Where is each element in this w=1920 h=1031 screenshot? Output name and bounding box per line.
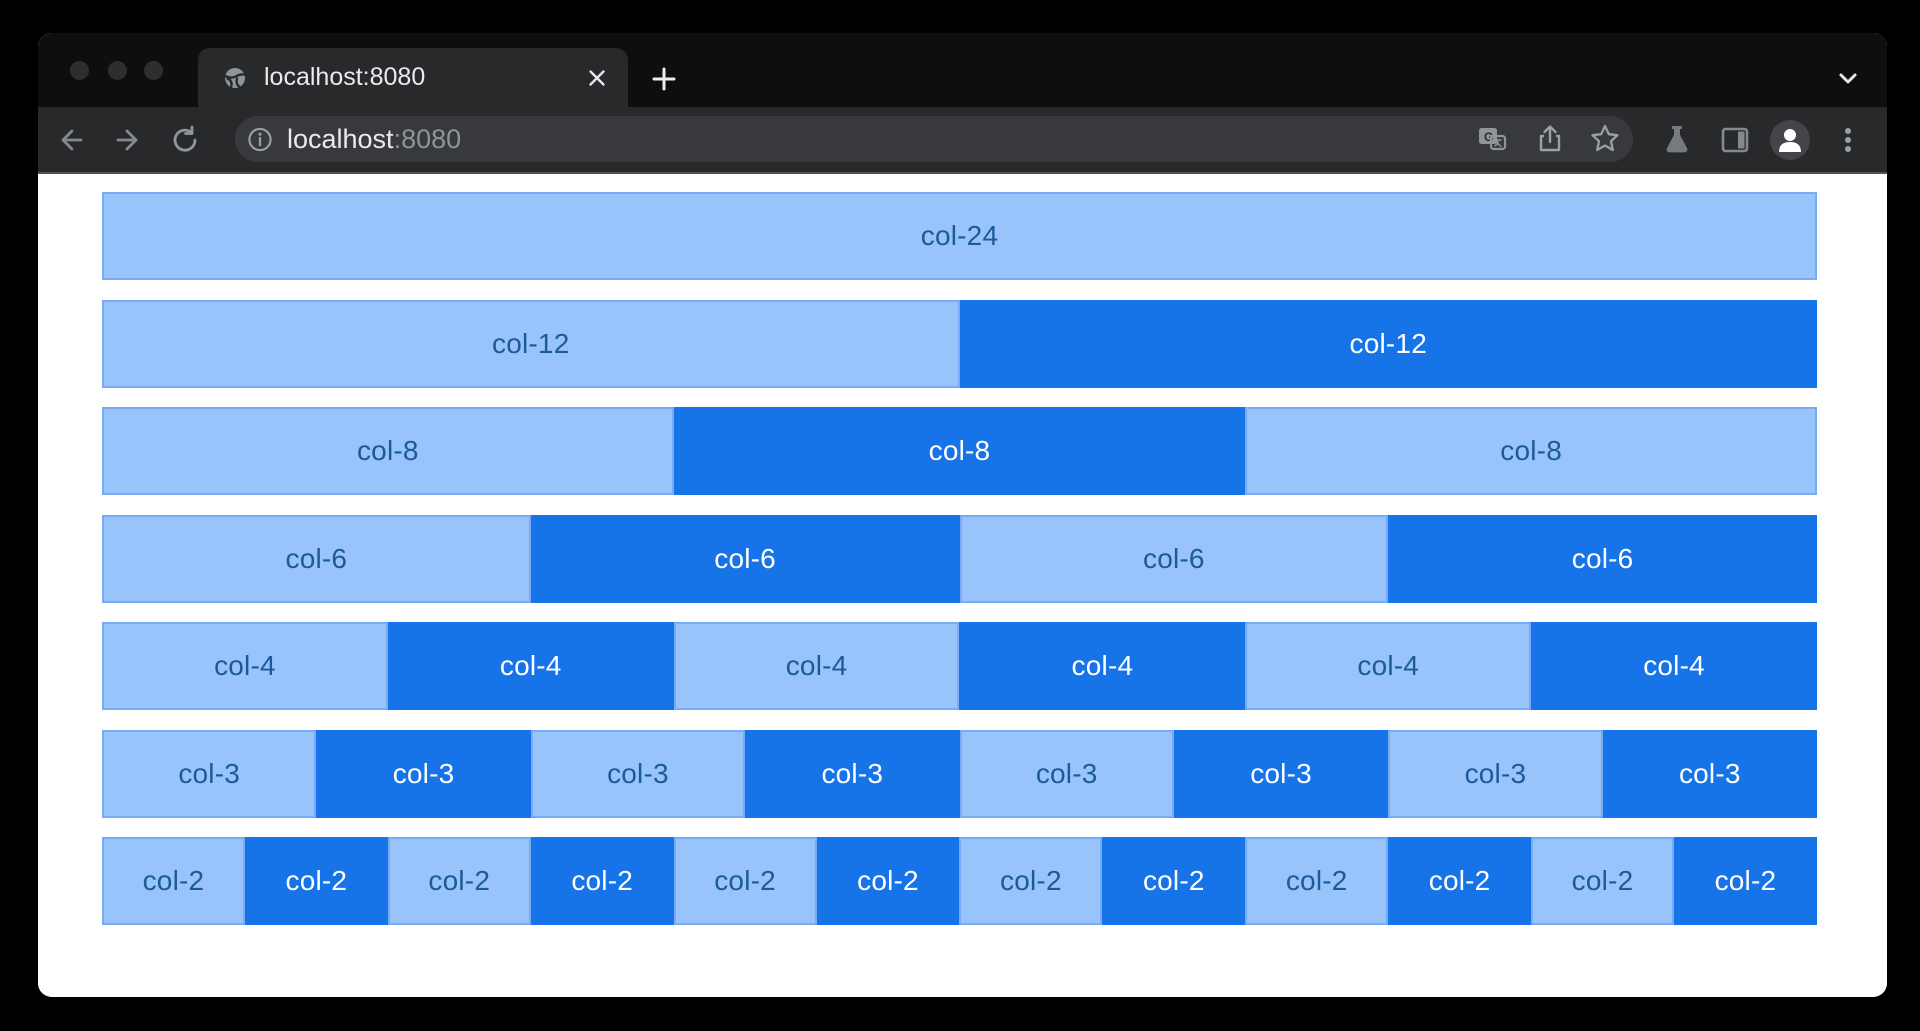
grid-cell: col-3 [530, 729, 746, 818]
grid-cell: col-6 [959, 514, 1389, 603]
plus-icon[interactable] [646, 61, 682, 97]
grid: col-24 col-12 col-12 col-8 col-8 col-8 col-6 co… [102, 192, 1817, 925]
grid-cell: col-4 [1531, 622, 1817, 710]
grid-row: col-8 col-8 col-8 [102, 407, 1817, 495]
tab-strip: localhost:8080 [38, 33, 1887, 107]
chevron-down-icon[interactable] [1831, 61, 1865, 95]
grid-cell: col-3 [959, 729, 1174, 818]
traffic-light-minimize-button[interactable] [108, 61, 127, 80]
grid-cell: col-4 [387, 622, 674, 710]
grid-cell: col-3 [1602, 729, 1817, 818]
grid-cell: col-2 [530, 837, 674, 925]
grid-cell: col-12 [102, 299, 960, 388]
grid-row: col-6 col-6 col-6 col-6 [102, 514, 1817, 603]
globe-icon [223, 66, 247, 90]
grid-cell: col-2 [673, 837, 817, 925]
grid-cell: col-4 [673, 622, 960, 710]
grid-cell: col-8 [673, 407, 1246, 495]
share-icon[interactable] [1533, 122, 1567, 156]
grid-cell: col-2 [1673, 837, 1817, 925]
close-icon[interactable] [585, 66, 609, 90]
traffic-light-close-button[interactable] [70, 61, 89, 80]
kebab-menu-icon[interactable] [1830, 122, 1866, 158]
info-icon[interactable] [247, 126, 273, 152]
grid-cell: col-2 [102, 837, 245, 925]
grid-row: col-3 col-3 col-3 col-3 col-3 col-3 col-3 col-3 [102, 729, 1817, 818]
browser-window: localhost:8080 [38, 33, 1887, 997]
url-address-field[interactable]: localhost:8080 G [235, 116, 1633, 162]
grid-cell: col-3 [316, 729, 531, 818]
grid-row: col-2 col-2 col-2 col-2 col-2 col-2 col-2 col-2… [102, 837, 1817, 925]
forward-arrow-icon[interactable] [112, 123, 146, 157]
grid-cell: col-4 [959, 622, 1246, 710]
svg-text:G: G [1484, 130, 1493, 144]
grid-cell: col-3 [745, 729, 960, 818]
side-panel-icon[interactable] [1717, 122, 1753, 158]
grid-cell: col-2 [959, 837, 1103, 925]
grid-cell: col-2 [244, 837, 388, 925]
grid-cell: col-8 [102, 407, 674, 495]
grid-cell: col-2 [816, 837, 960, 925]
url-host: localhost [287, 123, 394, 154]
bookmark-star-icon[interactable] [1588, 122, 1622, 156]
browser-toolbar: localhost:8080 G [38, 107, 1887, 174]
grid-cell: col-3 [1388, 729, 1603, 818]
traffic-light-fullscreen-button[interactable] [144, 61, 163, 80]
grid-cell: col-3 [1173, 729, 1389, 818]
grid-cell: col-2 [387, 837, 531, 925]
reload-icon[interactable] [168, 123, 202, 157]
grid-row: col-12 col-12 [102, 299, 1817, 388]
grid-row: col-24 [102, 192, 1817, 280]
grid-cell: col-6 [530, 514, 960, 603]
grid-cell: col-8 [1245, 407, 1817, 495]
grid-cell: col-2 [1388, 837, 1532, 925]
grid-cell: col-12 [959, 299, 1817, 388]
grid-cell: col-4 [102, 622, 388, 710]
profile-avatar-icon[interactable] [1770, 120, 1810, 160]
grid-cell: col-2 [1102, 837, 1246, 925]
url-text: localhost:8080 [287, 124, 461, 155]
grid-cell: col-2 [1245, 837, 1389, 925]
grid-cell: col-4 [1245, 622, 1532, 710]
grid-cell: col-6 [1388, 514, 1817, 603]
tab-title: localhost:8080 [264, 63, 426, 91]
grid-cell: col-3 [102, 729, 317, 818]
back-arrow-icon[interactable] [53, 123, 87, 157]
grid-cell: col-2 [1531, 837, 1674, 925]
browser-tab[interactable]: localhost:8080 [198, 48, 628, 107]
translate-icon[interactable]: G [1475, 122, 1509, 156]
grid-cell: col-24 [102, 192, 1817, 280]
web-page: col-24 col-12 col-12 col-8 col-8 col-8 col-6 co… [38, 174, 1887, 997]
experiments-flask-icon[interactable] [1659, 122, 1695, 158]
url-port: :8080 [393, 123, 462, 154]
avatar [1770, 120, 1810, 160]
grid-cell: col-6 [102, 514, 531, 603]
grid-row: col-4 col-4 col-4 col-4 col-4 col-4 [102, 622, 1817, 710]
